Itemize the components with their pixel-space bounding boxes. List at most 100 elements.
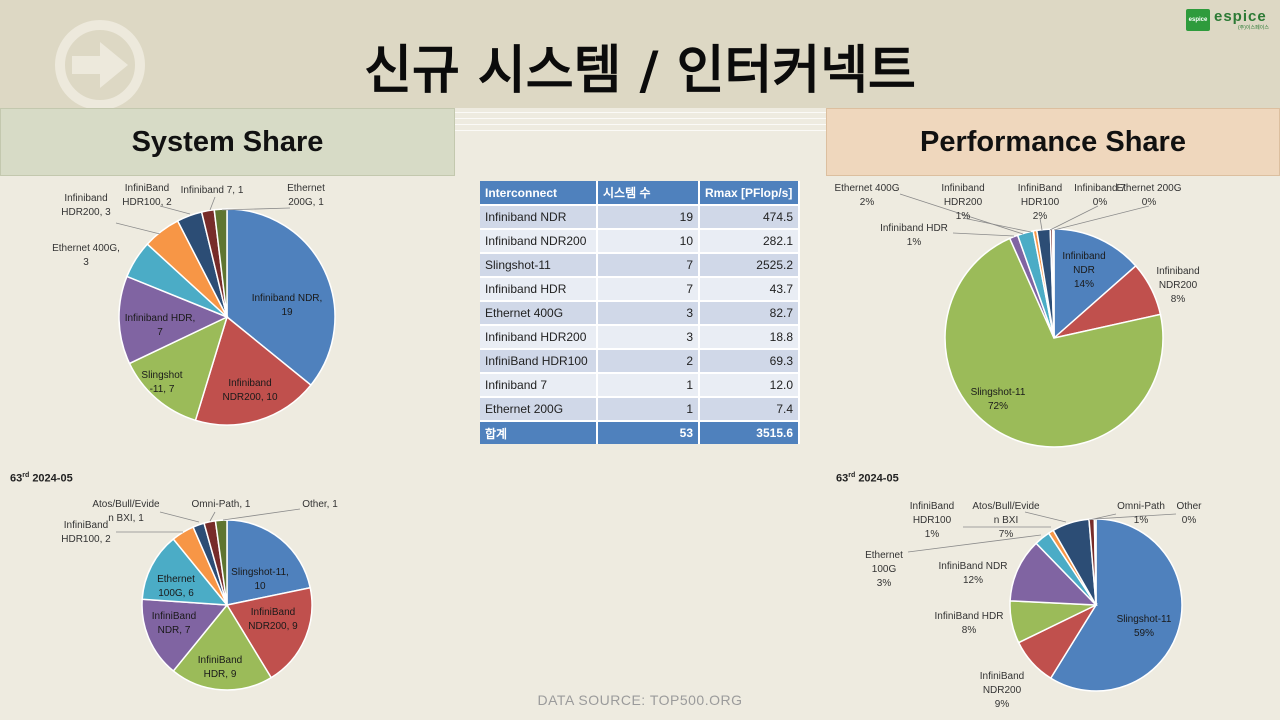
edition-note-left: 63rd 2024-05 [10, 472, 73, 485]
pie-slice-label: Infiniband NDR 14% [1062, 251, 1105, 290]
edition-date: 2024-05 [32, 472, 73, 485]
cell-name: Slingshot-11 [480, 252, 598, 277]
label-leader-line [209, 196, 216, 211]
cell-count: 19 [597, 204, 700, 229]
pie-slice-label: Infiniband NDR, 19 [252, 293, 323, 318]
label-leader-line [1024, 511, 1067, 523]
pie-slice-label: InfiniBand HDR 8% [935, 611, 1004, 636]
pie-slice-label: Infiniband 7 0% [1074, 183, 1126, 208]
page-title: 신규 시스템 / 인터커넥트 [364, 41, 916, 101]
label-leader-line [209, 511, 216, 522]
pie-slice-label: Atos/Bull/Evide n BXI 7% [972, 501, 1040, 540]
cell-name: Infiniband NDR [480, 204, 598, 229]
cell-rmax: 69.3 [699, 348, 800, 373]
pie-slice-label: Slingshot -11, 7 [141, 370, 182, 395]
pie-slice [172, 603, 273, 691]
pie-slice-label: Atos/Bull/Evide n BXI, 1 [92, 499, 160, 524]
pie-slice [225, 586, 313, 679]
table-row: InfiniBand HDR100 2 69.3 [480, 348, 800, 373]
cell-count: 7 [597, 276, 700, 301]
cell-rmax: 18.8 [699, 324, 800, 349]
pie-slice-label: Infiniband NDR200, 10 [222, 378, 277, 403]
pie-slice-label: Slingshot-11 59% [1117, 614, 1172, 639]
pie-slice [141, 598, 229, 672]
pie-slice-label: InfiniBand NDR 12% [939, 561, 1008, 586]
pie-slice-label: Other 0% [1176, 501, 1202, 526]
cell-count: 3 [597, 324, 700, 349]
table-row: Infiniband HDR200 3 18.8 [480, 324, 800, 349]
pie-slice-label: Ethernet 100G 3% [865, 550, 903, 589]
table-row: Ethernet 400G 3 82.7 [480, 300, 800, 325]
system-share-heading: System Share [131, 126, 324, 158]
label-leader-line [159, 511, 200, 523]
label-leader-line [1039, 217, 1043, 231]
logo-text: espice [1214, 8, 1267, 25]
pie-slice [1009, 542, 1098, 606]
cell-count: 10 [597, 228, 700, 253]
cell-count: 7 [597, 252, 700, 277]
performance-share-2024-pie-chart: Slingshot-11 59% InfiniBand NDR200 9% InfiniB… [865, 501, 1202, 710]
logo-icon: espice [1186, 9, 1210, 31]
pie-slice-label: InfiniBand NDR200, 9 [248, 607, 298, 632]
cell-name: Infiniband 7 [480, 372, 598, 397]
label-leader-line [899, 193, 1024, 235]
pie-slice [1049, 518, 1183, 692]
pie-slice-label: InfiniBand NDR, 7 [152, 611, 196, 636]
edition-number: 63 [10, 472, 23, 485]
header-rmax: Rmax [PFlop/s] [699, 181, 800, 205]
system-share-pie-chart: Infiniband NDR, 19 Infiniband NDR200, 10 Sli… [52, 183, 336, 426]
pie-slice [141, 538, 229, 606]
label-leader-line [115, 222, 161, 235]
pie-slice-label: InfiniBand HDR100, 2 [122, 183, 172, 208]
performance-share-heading: Performance Share [920, 126, 1186, 158]
system-share-2024-pie-chart: Slingshot-11, 10 InfiniBand NDR200, 9 Infini… [61, 499, 338, 691]
cell-count: 1 [597, 372, 700, 397]
label-leader-line [962, 217, 1032, 233]
label-leader-line [221, 207, 291, 211]
pie-slice-label: Omni-Path, 1 [192, 499, 251, 510]
edition-suffix: rd [22, 472, 30, 479]
header-stripe [0, 118, 1280, 119]
header-stripe [0, 124, 1280, 125]
arrow-circle-icon [55, 20, 145, 110]
cell-rmax: 7.4 [699, 396, 800, 421]
pie-slice [213, 208, 228, 318]
system-share-header-bar [0, 108, 455, 176]
label-leader-line [1088, 513, 1117, 521]
header-system-count: 시스템 수 [597, 181, 700, 205]
label-leader-line [222, 508, 301, 521]
pie-slice-label: Slingshot-11, 10 [231, 567, 289, 592]
cell-rmax: 474.5 [699, 204, 800, 229]
pie-slice-label: InfiniBand HDR100, 2 [61, 520, 111, 545]
pie-slice [226, 208, 336, 387]
pie-slice-label: Infiniband NDR200 8% [1156, 266, 1199, 305]
table-total-row: 합계 53 3515.6 [480, 420, 800, 444]
table-row: Infiniband 7 1 12.0 [480, 372, 800, 397]
performance-share-header-bar [826, 108, 1280, 176]
label-leader-line [159, 205, 191, 215]
pie-slice-label: Ethernet 400G 2% [834, 183, 899, 208]
pie-slice-label: Infiniband HDR200 1% [941, 183, 984, 222]
header-band [0, 0, 1280, 108]
cell-rmax: 2525.2 [699, 252, 800, 277]
pie-slice-label: Ethernet 200G, 1 [287, 183, 325, 208]
cell-name: InfiniBand HDR100 [480, 348, 598, 373]
pie-slice [944, 237, 1164, 448]
edition-date: 2024-05 [858, 472, 899, 485]
cell-name: Ethernet 200G [480, 396, 598, 421]
label-leader-line [1093, 513, 1177, 520]
table-header-row: Interconnect 시스템 수 Rmax [PFlop/s] [480, 181, 800, 205]
label-leader-line [907, 534, 1042, 553]
cell-name: Ethernet 400G [480, 300, 598, 325]
cell-total-count: 53 [597, 420, 700, 444]
pie-slice-label: Infiniband HDR200, 3 [61, 193, 111, 218]
table-row: Infiniband NDR 19 474.5 [480, 204, 800, 229]
table-row: Slingshot-11 7 2525.2 [480, 252, 800, 277]
logo-subtext: (주)이스페이스 [1238, 25, 1269, 31]
cell-name: Infiniband NDR200 [480, 228, 598, 253]
pie-slice-label: InfiniBand HDR100 2% [1018, 183, 1062, 222]
cell-count: 1 [597, 396, 700, 421]
pie-slice-label: Infiniband HDR 1% [880, 223, 948, 248]
table-row: Infiniband NDR200 10 282.1 [480, 228, 800, 253]
cell-total-rmax: 3515.6 [699, 420, 800, 444]
